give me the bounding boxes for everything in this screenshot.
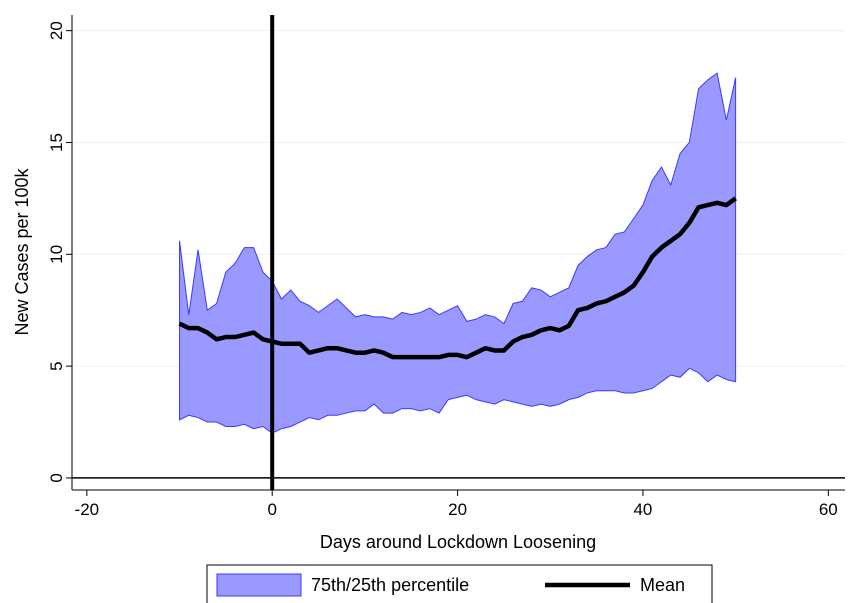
x-tick-label: 0 <box>267 500 276 519</box>
x-tick-label: -20 <box>75 500 100 519</box>
legend: 75th/25th percentile Mean <box>206 564 713 603</box>
x-tick-label: 20 <box>448 500 467 519</box>
plot-area: 0 5 10 15 20 -20 0 20 40 60 <box>47 15 845 519</box>
x-axis-title: Days around Lockdown Loosening <box>320 532 596 552</box>
percentile-band <box>179 72 737 434</box>
y-tick-label: 20 <box>47 21 66 40</box>
y-tick-label: 15 <box>47 133 66 152</box>
x-tick-label: 60 <box>819 500 838 519</box>
y-tick-label: 10 <box>47 245 66 264</box>
legend-label: Mean <box>640 575 685 595</box>
y-tick-label: 5 <box>47 361 66 370</box>
legend-swatch <box>216 573 302 597</box>
x-tick-label: 40 <box>633 500 652 519</box>
y-axis-title: New Cases per 100k <box>12 167 32 335</box>
legend-label: 75th/25th percentile <box>311 575 469 595</box>
y-tick-label: 0 <box>47 473 66 482</box>
